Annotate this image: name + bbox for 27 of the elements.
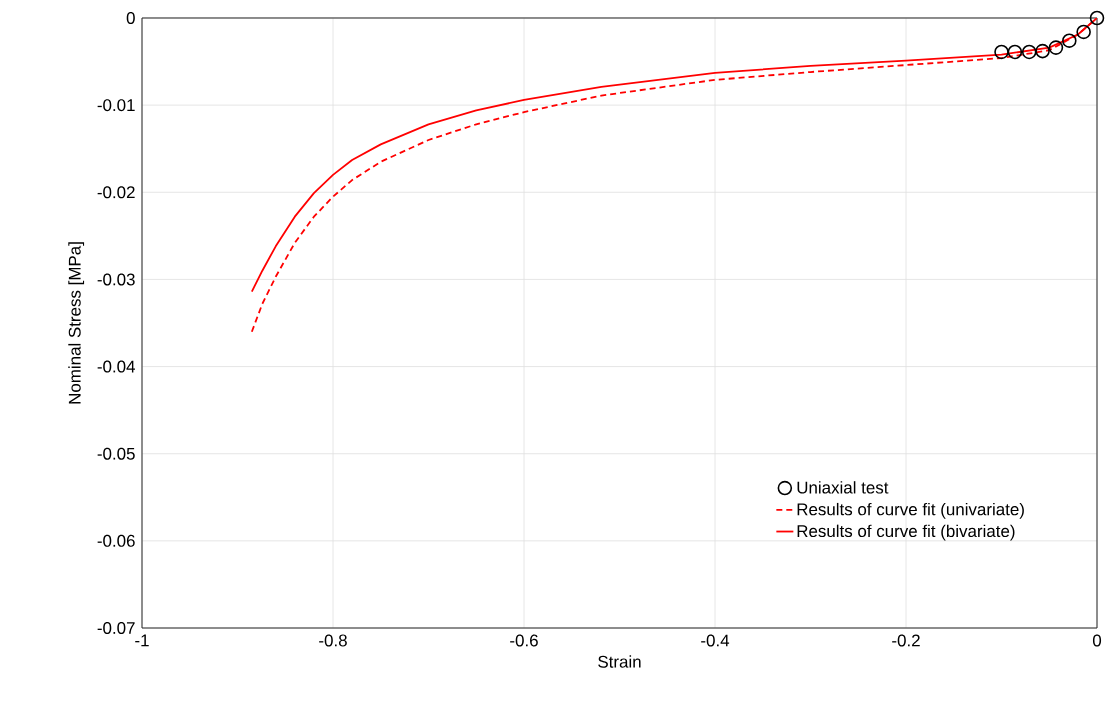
legend-label: Results of curve fit (bivariate) (797, 524, 1015, 541)
x-axis-title: Strain (598, 655, 641, 668)
y-tick-label: -0.02 (97, 186, 135, 199)
point (1076, 24, 1091, 40)
point (1089, 10, 1105, 26)
y-tick-label: -0.04 (97, 360, 135, 373)
x-tick-label: -0.6 (510, 634, 538, 647)
point (994, 44, 1009, 60)
point (1007, 44, 1023, 60)
point (1035, 43, 1050, 59)
point (1048, 40, 1064, 55)
legend-label: Uniaxial test (797, 481, 889, 494)
y-tick-label: -0.01 (97, 99, 135, 112)
legend-label: Results of curve fit (univariate) (797, 502, 1024, 519)
x-tick-label: -0.8 (319, 634, 347, 647)
y-axis-title: Nominal Stress [MPa] (68, 242, 85, 404)
y-tick-label: -0.05 (97, 447, 135, 460)
y-tick-label: -0.03 (97, 273, 135, 286)
x-tick-label: -0.4 (701, 634, 730, 647)
x-tick-label: -0.2 (892, 634, 920, 647)
y-tick-label: 0 (126, 11, 135, 24)
y-tick-label: -0.07 (97, 622, 135, 634)
x-tick-label: 0 (1092, 634, 1102, 647)
point (1021, 44, 1037, 60)
y-tick-label: -0.06 (97, 534, 135, 547)
point (1062, 33, 1077, 48)
x-tick-label: -1 (135, 634, 149, 647)
